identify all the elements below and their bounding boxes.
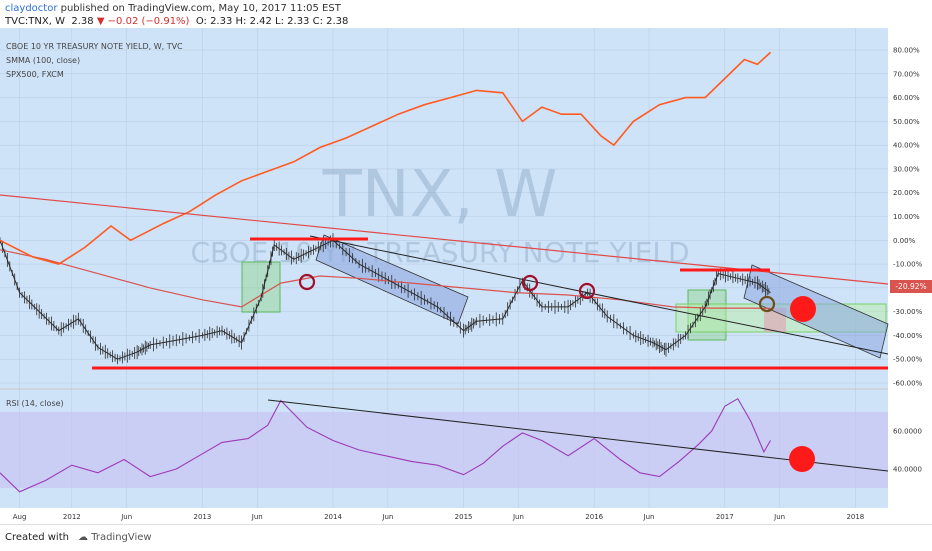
footer-bar: Created with ☁ TradingView: [0, 524, 932, 551]
y-axis-labels: 80.00% 70.00% 60.00% 50.00% 40.00% 30.00% 20.0…: [893, 47, 923, 388]
rsi-trendline[interactable]: [267, 399, 889, 472]
y-tick-label: 20.00%: [893, 189, 920, 197]
y-tick-label: 60.00%: [893, 94, 920, 102]
legend-smma[interactable]: SMMA (100, close): [6, 56, 80, 65]
x-tick-label: 2013: [193, 513, 211, 521]
symbol-watermark: TNX, W: [322, 158, 558, 232]
x-tick-label: Jun: [643, 513, 655, 521]
red-dot-rsi[interactable]: [789, 446, 815, 472]
tnx-line[interactable]: [0, 239, 771, 360]
x-axis-labels: Aug 2012 Jun 2013 Jun 2014 Jun 2015 Jun 2016 Jun 20…: [13, 513, 865, 521]
descending-channel-2017[interactable]: [743, 264, 889, 359]
y-tick-label: -50.00%: [893, 356, 923, 364]
price-scale[interactable]: [888, 28, 932, 508]
y-tick-label: 30.00%: [893, 165, 920, 173]
y-tick-label: -10.00%: [893, 261, 923, 269]
legend-tnx[interactable]: CBOE 10 YR TREASURY NOTE YIELD, W, TVC: [6, 42, 183, 51]
rsi-tick-label: 60.0000: [893, 428, 922, 436]
circle-marker-2017[interactable]: [758, 295, 776, 313]
cloud-icon: ☁: [78, 532, 88, 543]
legend-rsi[interactable]: RSI (14, close): [6, 399, 64, 408]
rsi-tick-label: 40.0000: [893, 466, 922, 474]
quote-line: TVC:TNX, W 2.38 ▼ −0.02 (−0.91%) O: 2.33…: [5, 16, 348, 27]
last-value-badge: [890, 280, 932, 293]
x-tick-label: 2014: [324, 513, 342, 521]
y-tick-label: 80.00%: [893, 47, 920, 55]
x-tick-label: Jun: [512, 513, 524, 521]
x-tick-label: 2012: [63, 513, 81, 521]
publish-info: claydoctor published on TradingView.com,…: [5, 3, 341, 14]
y-tick-label: 50.00%: [893, 118, 920, 126]
rsi-axis-labels: 60.0000 40.0000: [893, 428, 922, 474]
y-tick-label: 0.00%: [893, 237, 916, 245]
name-watermark: CBOE 10 YR TREASURY NOTE YIELD: [190, 236, 689, 269]
legend-spx[interactable]: SPX500, FXCM: [6, 70, 64, 79]
x-tick-label: 2018: [846, 513, 864, 521]
x-tick-label: Jun: [381, 513, 393, 521]
y-tick-label: -30.00%: [893, 308, 923, 316]
y-tick-label: -40.00%: [893, 332, 923, 340]
circle-marker-2013[interactable]: [298, 273, 316, 291]
time-scale[interactable]: [0, 508, 932, 524]
rsi-line[interactable]: [0, 397, 771, 493]
x-tick-label: Jun: [120, 513, 132, 521]
y-tick-label: -60.00%: [893, 380, 923, 388]
tradingview-logo[interactable]: ☁ TradingView: [78, 532, 152, 543]
red-dot-main[interactable]: [790, 296, 816, 322]
last-value-text: -20.92%: [895, 282, 926, 291]
rsi-band: [0, 412, 888, 488]
circle-marker-2015b[interactable]: [578, 282, 596, 300]
symbol-label: TVC:TNX, W: [5, 16, 65, 27]
x-tick-label: 2017: [716, 513, 734, 521]
spx500-line[interactable]: [0, 51, 772, 265]
change-value: ▼ −0.02 (−0.91%): [96, 16, 190, 27]
publish-header: claydoctor published on TradingView.com,…: [0, 0, 932, 28]
created-with-text: Created with: [5, 532, 69, 543]
y-tick-label: 70.00%: [893, 70, 920, 78]
x-tick-label: 2015: [455, 513, 473, 521]
ohlc-values: O: 2.33 H: 2.42 L: 2.33 C: 2.38: [195, 16, 349, 27]
x-tick-label: Jun: [773, 513, 785, 521]
y-tick-label: 10.00%: [893, 213, 920, 221]
author-link[interactable]: claydoctor: [5, 3, 58, 14]
upper-trendline[interactable]: [309, 235, 889, 355]
y-tick-label: 40.00%: [893, 142, 920, 150]
x-tick-label: Jun: [251, 513, 263, 521]
x-tick-label: Aug: [13, 513, 27, 521]
chart-area[interactable]: TNX, W CBOE 10 YR TREASURY NOTE YIELD 80…: [0, 28, 932, 524]
brand-label: TradingView: [91, 532, 152, 543]
x-tick-label: 2016: [585, 513, 603, 521]
smma-line[interactable]: [0, 249, 771, 309]
price-value: 2.38: [71, 16, 94, 27]
circle-marker-2015[interactable]: [521, 274, 539, 292]
publish-text: published on TradingView.com, May 10, 20…: [57, 3, 341, 14]
